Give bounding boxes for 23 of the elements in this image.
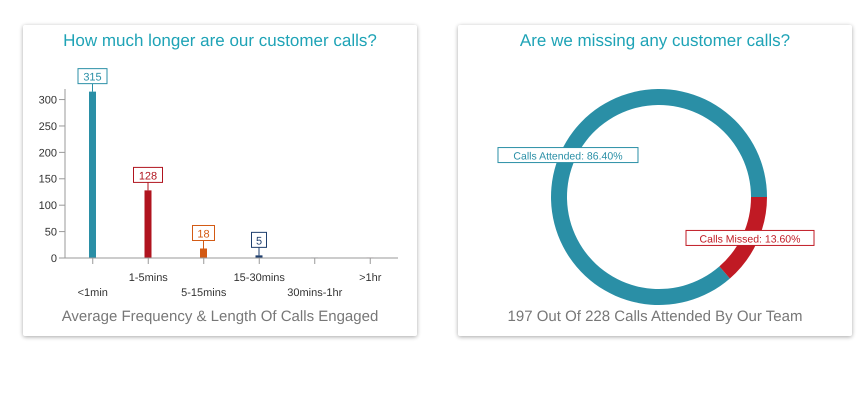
text: 197 Out Of 228 Calls Attended By Our Team: [506, 308, 804, 325]
chart-title: Are we missing any customer calls?: [518, 31, 792, 51]
data-label: 315: [83, 72, 102, 84]
y-tick-label: 100: [38, 200, 57, 212]
data-label: 128: [138, 170, 158, 182]
chart-title: How much longer are our customer calls?: [62, 31, 378, 51]
y-tick-label: 150: [38, 174, 57, 186]
x-tick-label: 15-30mins: [234, 272, 286, 284]
y-tick-label: 200: [38, 147, 57, 160]
data-label: 5: [256, 235, 262, 248]
x-tick-label: 30mins-1hr: [287, 287, 343, 299]
y-tick-label: 50: [44, 226, 57, 238]
y-tick-label: 300: [38, 94, 57, 106]
text: Average Frequency & Length Of Calls Engaged: [60, 308, 380, 325]
x-tick-label: >1hr: [359, 272, 382, 284]
slice-label: Calls Missed: 13.60%: [700, 233, 800, 246]
y-tick-label: 0: [50, 252, 57, 265]
x-tick-label: <1min: [78, 287, 108, 299]
x-tick-label: 1-5mins: [128, 272, 168, 284]
slice-label: Calls Attended: 86.40%: [513, 150, 623, 163]
y-tick-label: 250: [38, 120, 57, 133]
data-label: 18: [197, 228, 210, 240]
x-tick-label: 5-15mins: [181, 287, 227, 299]
